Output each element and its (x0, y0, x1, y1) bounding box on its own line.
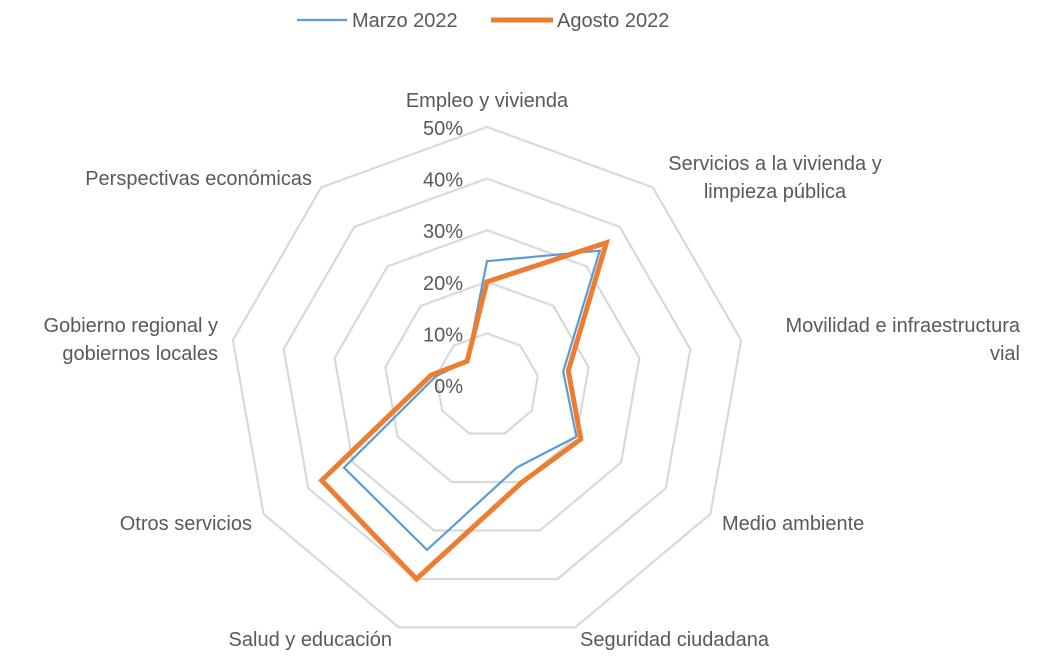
tick-layer: 0% 10% 20% 30% 40% 50% (423, 118, 463, 398)
category-label-layer: Empleo y vivienda Servicios a la vivienda… (43, 90, 1020, 651)
r-tick-label: 0% (434, 376, 463, 398)
grid-ring-30 (333, 229, 641, 532)
r-tick-label: 40% (423, 170, 463, 192)
grid-ring-40 (282, 177, 692, 581)
series-layer (318, 238, 611, 583)
legend-label: Marzo 2022 (352, 10, 458, 32)
r-tick-label: 10% (423, 324, 463, 346)
category-label: Perspectivas económicas (85, 168, 312, 190)
grid-layer (231, 125, 743, 629)
category-label: Movilidad e infraestructura vial (785, 315, 1020, 365)
grid-ring-50 (231, 125, 743, 629)
category-label: Servicios a la vivienda y limpieza públic… (668, 153, 881, 203)
r-tick-label: 30% (423, 221, 463, 243)
r-tick-label: 20% (423, 273, 463, 295)
series-line-agosto-2022 (318, 238, 611, 583)
category-label: Salud y educación (229, 629, 392, 651)
r-tick-label: 50% (423, 118, 463, 140)
grid-ring-20 (384, 280, 590, 484)
series-line-marzo-2022 (342, 249, 602, 552)
category-label: Empleo y vivienda (406, 90, 569, 112)
legend-label: Agosto 2022 (557, 10, 669, 32)
grid-ring-10 (435, 332, 539, 435)
category-label: Gobierno regional y gobiernos locales (43, 315, 218, 365)
category-label: Otros servicios (120, 513, 252, 535)
category-label: Medio ambiente (722, 513, 864, 535)
category-label: Seguridad ciudadana (580, 629, 770, 651)
legend: Marzo 2022 Agosto 2022 (297, 10, 669, 32)
